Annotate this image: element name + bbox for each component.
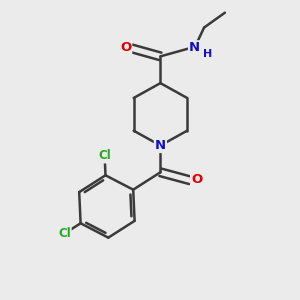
Text: O: O (120, 41, 131, 54)
Text: Cl: Cl (98, 149, 111, 163)
Text: N: N (189, 41, 200, 54)
Text: N: N (155, 139, 166, 152)
Text: Cl: Cl (58, 227, 71, 240)
Text: H: H (203, 49, 212, 59)
Text: O: O (191, 173, 202, 186)
